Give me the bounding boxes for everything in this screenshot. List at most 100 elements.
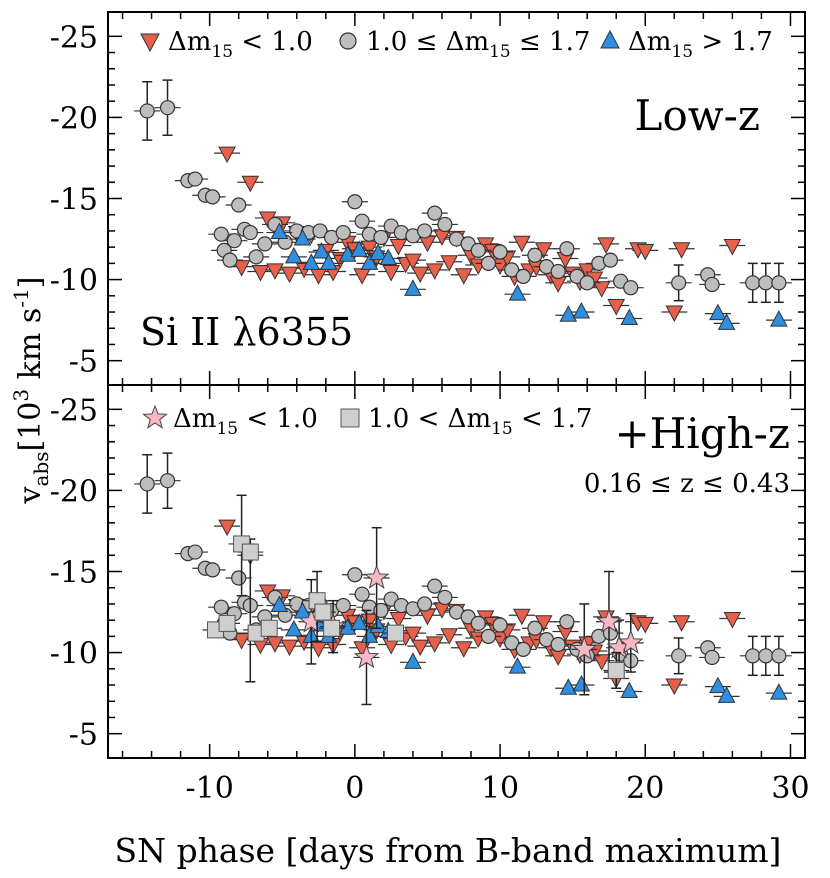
data-point	[187, 544, 203, 560]
data-point	[242, 224, 258, 241]
data-point	[492, 617, 508, 633]
y-tick-label: -10	[50, 264, 98, 299]
data-point	[440, 628, 459, 645]
data-point	[704, 649, 720, 666]
data-point	[572, 301, 591, 319]
data-point	[771, 275, 787, 291]
y-tick-label: -15	[50, 556, 98, 591]
y-tick-label: -25	[50, 393, 98, 428]
data-point	[492, 244, 508, 260]
data-point	[579, 275, 595, 291]
data-point	[404, 253, 422, 271]
legend-marker	[600, 29, 620, 49]
data-point	[515, 641, 531, 657]
data-point	[665, 678, 684, 696]
data-point	[418, 235, 437, 253]
data-point	[204, 189, 221, 205]
data-point	[373, 602, 389, 619]
data-point	[241, 543, 259, 561]
data-point	[513, 235, 531, 253]
data-point	[723, 239, 742, 256]
data-point	[636, 243, 655, 261]
data-point	[470, 615, 486, 631]
data-point	[231, 570, 247, 586]
data-point	[218, 614, 236, 632]
data-point	[218, 519, 236, 537]
data-point	[592, 654, 611, 671]
panel-top-title: Low-z	[635, 91, 760, 140]
x-tick-label: 20	[626, 771, 664, 806]
data-point	[139, 476, 155, 492]
data-point	[672, 615, 691, 632]
y-label-unit-sup2: -1	[9, 288, 33, 307]
data-point	[241, 175, 260, 193]
data-point	[717, 313, 736, 330]
y-label-v: v	[13, 486, 48, 504]
data-point	[159, 100, 176, 116]
x-axis-label: SN phase [days from B-band maximum]	[115, 831, 782, 870]
y-label-sub: abs	[29, 451, 53, 486]
data-point	[425, 263, 444, 280]
data-point	[347, 567, 363, 583]
data-point	[350, 240, 369, 257]
data-point	[550, 263, 566, 280]
data-point	[159, 473, 176, 489]
legend-label: 1.0 < Δm15 < 1.7	[368, 404, 592, 439]
data-point	[302, 253, 321, 270]
data-point	[257, 236, 273, 252]
y-label-unit-rest: km s	[13, 308, 48, 389]
data-point	[559, 305, 578, 322]
data-point	[319, 253, 338, 270]
data-point	[549, 276, 567, 293]
data-point	[418, 608, 437, 626]
data-point	[572, 674, 591, 692]
y-tick-label: -25	[50, 20, 98, 55]
data-point	[597, 237, 615, 254]
data-point	[617, 629, 644, 654]
legend-label: Δm15 < 1.0	[173, 404, 318, 439]
data-point	[480, 255, 497, 271]
data-point	[602, 252, 619, 268]
data-point	[335, 597, 351, 614]
data-point	[671, 648, 687, 664]
data-point	[723, 612, 742, 629]
data-point	[559, 678, 578, 695]
data-point	[226, 233, 242, 249]
data-point	[404, 652, 422, 669]
data-point	[314, 603, 332, 621]
y-tick-label: -5	[69, 345, 98, 380]
data-point	[187, 171, 203, 187]
data-point	[353, 268, 371, 285]
data-point	[620, 681, 639, 699]
data-point	[559, 241, 575, 257]
data-point	[309, 641, 328, 658]
data-point	[709, 676, 727, 694]
data-point	[771, 648, 787, 664]
data-point	[363, 564, 390, 589]
data-point	[266, 263, 284, 280]
panel-bottom: -25 -20 -15 -10 -5 -10 0 10 20 30 Δm15 < 1.0 1.0 < …	[50, 384, 810, 806]
data-point	[382, 264, 400, 282]
data-point	[504, 262, 520, 278]
data-point	[513, 608, 531, 626]
data-point	[218, 146, 236, 164]
data-point	[770, 683, 788, 700]
data-point	[248, 249, 264, 265]
data-point	[758, 648, 774, 664]
data-point	[350, 613, 369, 630]
data-point	[416, 596, 433, 612]
data-point	[515, 268, 531, 284]
data-point	[709, 303, 727, 321]
data-point	[770, 310, 788, 327]
data-point	[338, 245, 357, 262]
data-point	[404, 626, 422, 644]
data-point	[270, 222, 289, 240]
data-point	[620, 308, 639, 326]
data-point	[427, 578, 443, 594]
data-point	[480, 628, 497, 644]
x-tick-label: 0	[345, 771, 364, 806]
y-axis-label: vabs[103 km s-1]	[9, 277, 53, 505]
data-point	[454, 641, 473, 658]
data-point	[251, 264, 270, 282]
